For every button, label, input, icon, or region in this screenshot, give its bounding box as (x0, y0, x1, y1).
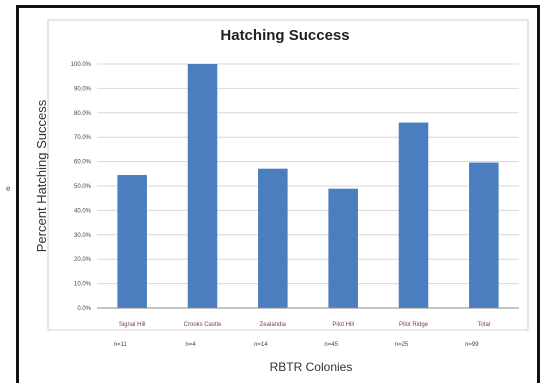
sample-size-label: n=11 (114, 342, 128, 348)
bars (117, 64, 499, 308)
y-tick-label: 100.0% (71, 62, 92, 68)
x-axis-label: RBTR Colonies (270, 360, 353, 374)
category-label: Signal Hill (119, 322, 146, 328)
y-tick-label: 70.0% (74, 135, 92, 141)
category-labels: Signal Hill Crooks Castle Zealandia Pilot H… (119, 322, 490, 328)
y-axis-label: Percent Hatching Success (34, 99, 49, 252)
category-label: Zealandia (260, 322, 287, 328)
sample-size-label: n=25 (395, 342, 409, 348)
y-tick-label: 10.0% (74, 282, 92, 288)
plot-area-border (47, 19, 529, 331)
category-label: Crooks Castle (184, 322, 222, 328)
category-label: Pilot Hill (332, 322, 354, 328)
gridlines (97, 63, 519, 309)
y-tick-labels: 0.0% 10.0% 20.0% 30.0% 40.0% 50.0% 60.0% 70.0% 8… (71, 62, 92, 312)
bar (328, 188, 358, 308)
sample-size-label: n=99 (465, 342, 479, 348)
edge-label: e (6, 184, 11, 193)
bar (117, 175, 147, 308)
chart-title: Hatching Success (220, 27, 349, 44)
y-tick-label: 0.0% (77, 306, 91, 312)
category-label: Pilot Ridge (399, 322, 429, 328)
bar (398, 122, 429, 308)
category-label: Total (477, 322, 490, 328)
y-tick-label: 50.0% (74, 184, 92, 190)
y-tick-label: 40.0% (74, 208, 92, 214)
sample-size-label: n=45 (324, 342, 338, 348)
sample-size-label: n=4 (185, 342, 196, 348)
bar (187, 64, 218, 308)
bar (258, 168, 288, 308)
hatching-success-chart: Hatching Success Percent Hatching Succes… (34, 19, 529, 374)
sample-size-labels: n=11 n=4 n=14 n=45 n=25 n=99 (114, 342, 480, 348)
bar (469, 162, 499, 308)
y-tick-label: 60.0% (74, 160, 92, 166)
y-tick-label: 90.0% (74, 86, 92, 92)
y-tick-label: 80.0% (74, 111, 92, 117)
sample-size-label: n=14 (254, 342, 268, 348)
chart-frame: Hatching Success Percent Hatching Succes… (16, 5, 540, 383)
y-tick-label: 20.0% (74, 257, 92, 263)
y-tick-label: 30.0% (74, 233, 92, 239)
